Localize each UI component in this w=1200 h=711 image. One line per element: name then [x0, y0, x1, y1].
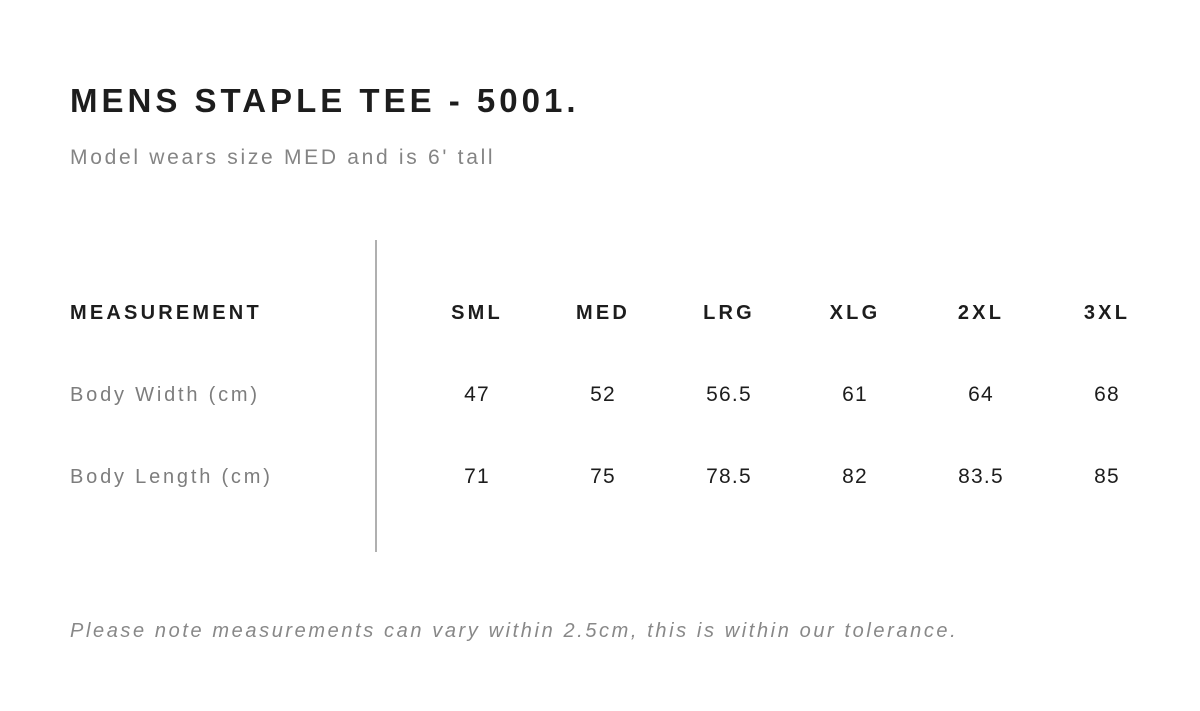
- size-column-header-sml: SML: [451, 302, 503, 324]
- body-width-lrg: 56.5: [706, 383, 752, 406]
- body-length-2xl: 83.5: [958, 465, 1004, 488]
- body-width-3xl: 68: [1094, 383, 1120, 406]
- measurement-column-header: MEASUREMENT: [70, 302, 262, 324]
- body-length-3xl: 85: [1094, 465, 1120, 488]
- tolerance-note: Please note measurements can vary within…: [70, 620, 959, 642]
- body-length-lrg: 78.5: [706, 465, 752, 488]
- body-width-med: 52: [590, 383, 616, 406]
- table-row-body-width: Body Width (cm) 47 52 56.5 61 64 68: [0, 383, 1200, 407]
- size-column-header-lrg: LRG: [703, 302, 755, 324]
- row-label-body-length: Body Length (cm): [70, 466, 273, 488]
- page-subtitle: Model wears size MED and is 6' tall: [70, 146, 496, 169]
- table-row-body-length: Body Length (cm) 71 75 78.5 82 83.5 85: [0, 465, 1200, 489]
- size-column-header-med: MED: [575, 302, 631, 324]
- size-column-header-3xl: 3XL: [1083, 302, 1131, 324]
- body-width-xlg: 61: [842, 383, 868, 406]
- body-width-sml: 47: [464, 383, 490, 406]
- body-length-sml: 71: [464, 465, 490, 488]
- body-width-2xl: 64: [968, 383, 994, 406]
- size-column-header-xlg: XLG: [829, 302, 881, 324]
- body-length-xlg: 82: [842, 465, 868, 488]
- table-divider-line: [375, 240, 377, 552]
- row-label-body-width: Body Width (cm): [70, 384, 260, 406]
- page-title: MENS STAPLE TEE - 5001.: [70, 82, 580, 119]
- size-chart-header-row: MEASUREMENT SML MED LRG XLG 2XL 3XL: [0, 302, 1200, 325]
- body-length-med: 75: [590, 465, 616, 488]
- size-column-header-2xl: 2XL: [957, 302, 1005, 324]
